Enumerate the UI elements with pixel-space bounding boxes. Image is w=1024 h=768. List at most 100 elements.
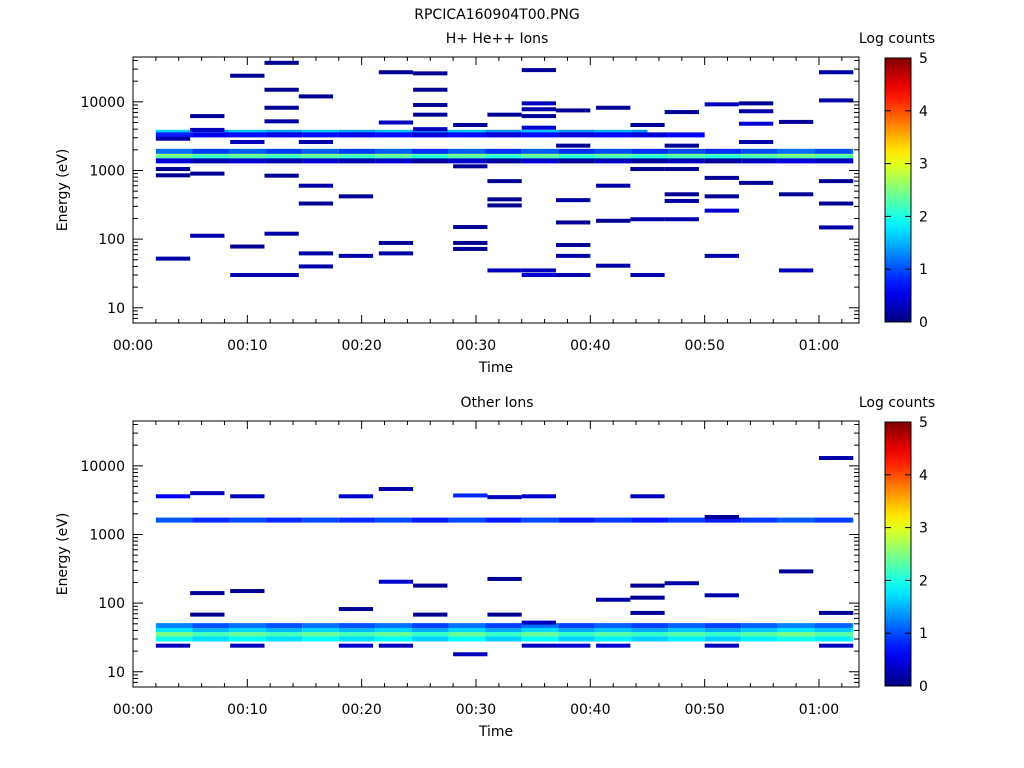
heatmap-cell — [521, 129, 559, 135]
plot-frame — [132, 56, 860, 324]
heatmap-cell — [594, 129, 632, 135]
heatmap-cell — [230, 244, 265, 249]
heatmap-cell — [229, 517, 266, 523]
heatmap-cell — [668, 154, 705, 160]
heatmap-cell — [192, 148, 230, 154]
heatmap-cell — [411, 517, 449, 523]
heatmap-cell — [704, 152, 742, 158]
page-title: RPCICA160904T00.PNG — [414, 7, 579, 23]
heatmap-cell — [375, 148, 412, 154]
x-tick-label: 00:50 — [684, 338, 724, 354]
heatmap-cell — [521, 114, 557, 119]
heatmap-cell — [521, 643, 557, 648]
heatmap-cell — [814, 154, 851, 160]
heatmap-cell — [338, 152, 376, 158]
heatmap-cell — [155, 631, 193, 637]
colorbar-tick-label: 3 — [919, 157, 928, 173]
heatmap-cell — [375, 129, 412, 135]
heatmap-cell — [378, 240, 414, 245]
x-axis-label: Time — [478, 724, 513, 740]
heatmap-cell — [558, 623, 595, 629]
heatmap-cell — [413, 583, 448, 588]
heatmap-cell — [485, 148, 522, 154]
heatmap-cell — [229, 154, 266, 160]
heatmap-cell — [818, 456, 854, 461]
heatmap-cell — [664, 217, 699, 222]
heatmap-cell — [630, 610, 665, 615]
heatmap-cell — [850, 148, 854, 154]
colorbar-tick-label: 1 — [919, 262, 928, 278]
heatmap-cell — [338, 154, 376, 160]
heatmap-cell — [850, 623, 854, 629]
panel-title: H+ He++ Ions — [446, 31, 549, 47]
heatmap-cell — [664, 198, 699, 203]
heatmap-cell — [704, 643, 739, 648]
heatmap-cell — [338, 194, 374, 199]
heatmap-cell — [704, 517, 742, 523]
heatmap-cell — [302, 636, 339, 642]
heatmap-cell — [704, 208, 739, 213]
heatmap-cell — [704, 593, 739, 598]
heatmap-cell — [413, 112, 448, 117]
heatmap-cell — [413, 102, 448, 107]
heatmap-cell — [375, 623, 412, 629]
heatmap-cell — [596, 218, 631, 223]
heatmap-cell — [487, 268, 522, 273]
heatmap-cell — [668, 158, 705, 164]
colorbar-tick-label: 0 — [919, 679, 928, 695]
heatmap-cell — [229, 158, 266, 164]
heatmap-cell — [230, 73, 265, 78]
heatmap-cell — [596, 263, 631, 268]
heatmap-cell — [155, 148, 193, 154]
heatmap-cell — [453, 225, 488, 230]
heatmap-cell — [594, 148, 632, 154]
colorbar-label: Log counts — [859, 395, 935, 411]
heatmap-cell — [192, 517, 230, 523]
heatmap-cell — [704, 148, 742, 154]
heatmap-cell — [302, 132, 339, 138]
heatmap-cell — [338, 631, 376, 637]
x-tick-label: 00:10 — [227, 338, 267, 354]
heatmap-cell — [850, 636, 854, 642]
heatmap-cell — [521, 631, 559, 637]
heatmap-cell — [631, 636, 669, 642]
heatmap-cell — [704, 514, 739, 519]
heatmap-cell — [192, 631, 230, 637]
heatmap-cell — [413, 87, 448, 92]
x-tick-label: 01:00 — [799, 702, 839, 718]
heatmap-cell — [521, 517, 559, 523]
heatmap-cell — [190, 233, 225, 238]
heatmap-cell — [448, 627, 486, 633]
panel-h-he-ions: H+ He++ Ions Time Energy (eV) Log counts… — [55, 31, 935, 376]
heatmap-cell — [229, 636, 266, 642]
heatmap-cell — [302, 148, 339, 154]
heatmap-cell — [596, 597, 631, 602]
heatmap-cell — [229, 148, 266, 154]
heatmap-cell — [338, 607, 374, 612]
heatmap-cell — [190, 127, 225, 132]
heatmap-cell — [338, 627, 376, 633]
heatmap-cell — [375, 152, 412, 158]
colorbar-tick-label: 5 — [919, 415, 928, 431]
heatmap-cell — [338, 148, 376, 154]
heatmap-cell — [777, 158, 815, 164]
heatmap-cell — [556, 143, 591, 148]
heatmap-cell — [668, 636, 705, 642]
heatmap-cell — [521, 623, 559, 629]
heatmap-cell — [521, 148, 559, 154]
heatmap-cell — [264, 87, 299, 92]
heatmap-cell — [521, 125, 557, 130]
heatmap-cell — [556, 108, 591, 113]
y-tick-label: 100 — [98, 232, 125, 248]
heatmap-area — [155, 60, 854, 278]
x-tick-label: 00:00 — [113, 702, 153, 718]
heatmap-cell — [448, 636, 486, 642]
heatmap-cell — [229, 623, 266, 629]
heatmap-cell — [630, 217, 665, 222]
heatmap-cell — [664, 192, 699, 197]
heatmap-cell — [302, 158, 339, 164]
heatmap-cell — [265, 129, 303, 135]
heatmap-cell — [375, 158, 412, 164]
axes: 00:00 00:10 00:20 00:30 00:40 00:50 01:00 10 100… — [80, 56, 860, 354]
heatmap-cell — [738, 109, 774, 114]
